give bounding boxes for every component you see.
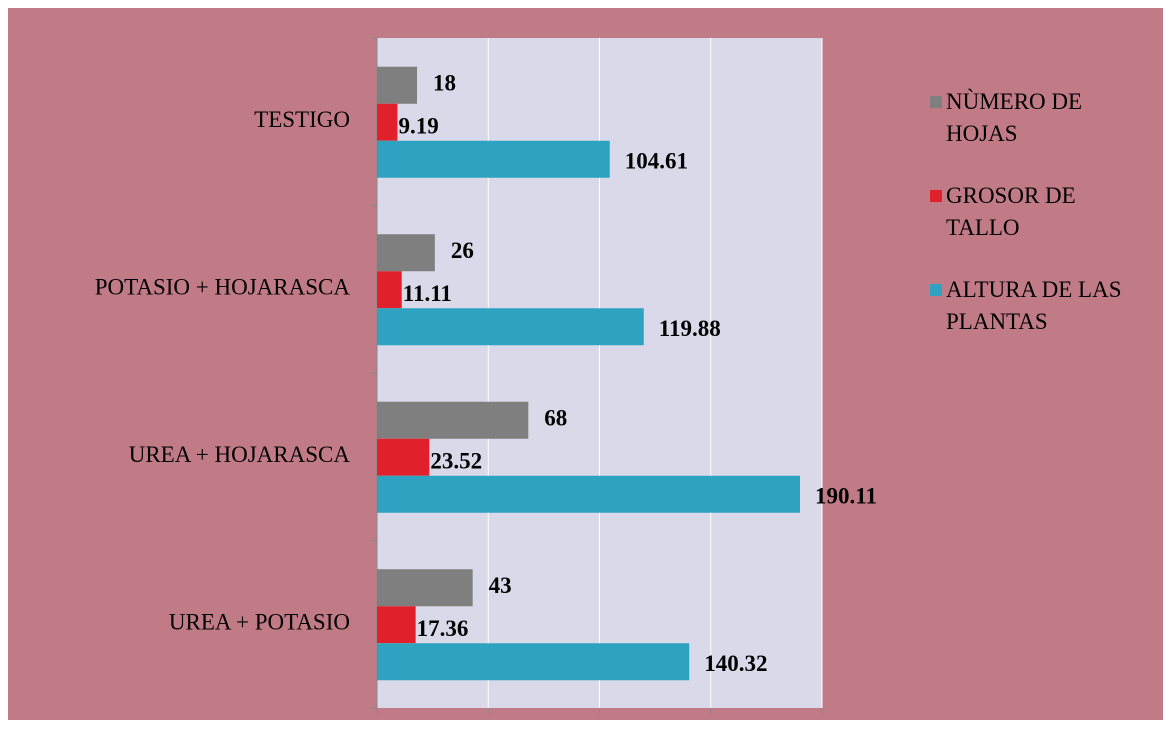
data-label: 26 [451,238,474,263]
legend-entry: GROSOR DE TALLO [930,180,1130,244]
bar [377,401,529,439]
bar [377,66,418,104]
data-label: 68 [544,406,567,431]
legend-swatch [930,96,942,108]
data-label: 9.19 [398,114,438,139]
bar [377,475,800,513]
y-tick-label: UREA + POTASIO [169,610,350,635]
data-label: 23.52 [430,449,482,474]
legend-label: NÙMERO DE HOJAS [946,89,1083,146]
data-label: 11.11 [403,281,452,306]
bar [377,569,473,607]
legend: NÙMERO DE HOJAS GROSOR DE TALLO ALTURA DE … [930,86,1130,368]
bar [377,643,690,681]
data-label: 104.61 [625,149,688,174]
bar [377,308,644,346]
data-label: 140.32 [704,651,767,676]
data-label: 17.36 [417,616,469,641]
legend-entry: ALTURA DE LAS PLANTAS [930,274,1130,338]
y-tick-label: TESTIGO [254,107,350,132]
legend-swatch [930,190,942,202]
data-label: 18 [433,71,456,96]
bar [377,234,435,272]
bar [377,438,430,476]
legend-label: ALTURA DE LAS PLANTAS [946,277,1122,334]
bar [377,606,416,644]
legend-label: GROSOR DE TALLO [946,183,1076,240]
y-tick-label: POTASIO + HOJARASCA [95,275,351,300]
data-label: 119.88 [659,316,721,341]
data-label: 43 [489,573,512,598]
legend-swatch [930,284,942,296]
bar [377,271,402,309]
bar [377,103,398,141]
data-label: 190.11 [815,484,877,509]
bar [377,140,610,178]
legend-entry: NÙMERO DE HOJAS [930,86,1130,150]
y-tick-label: UREA + HOJARASCA [129,442,351,467]
